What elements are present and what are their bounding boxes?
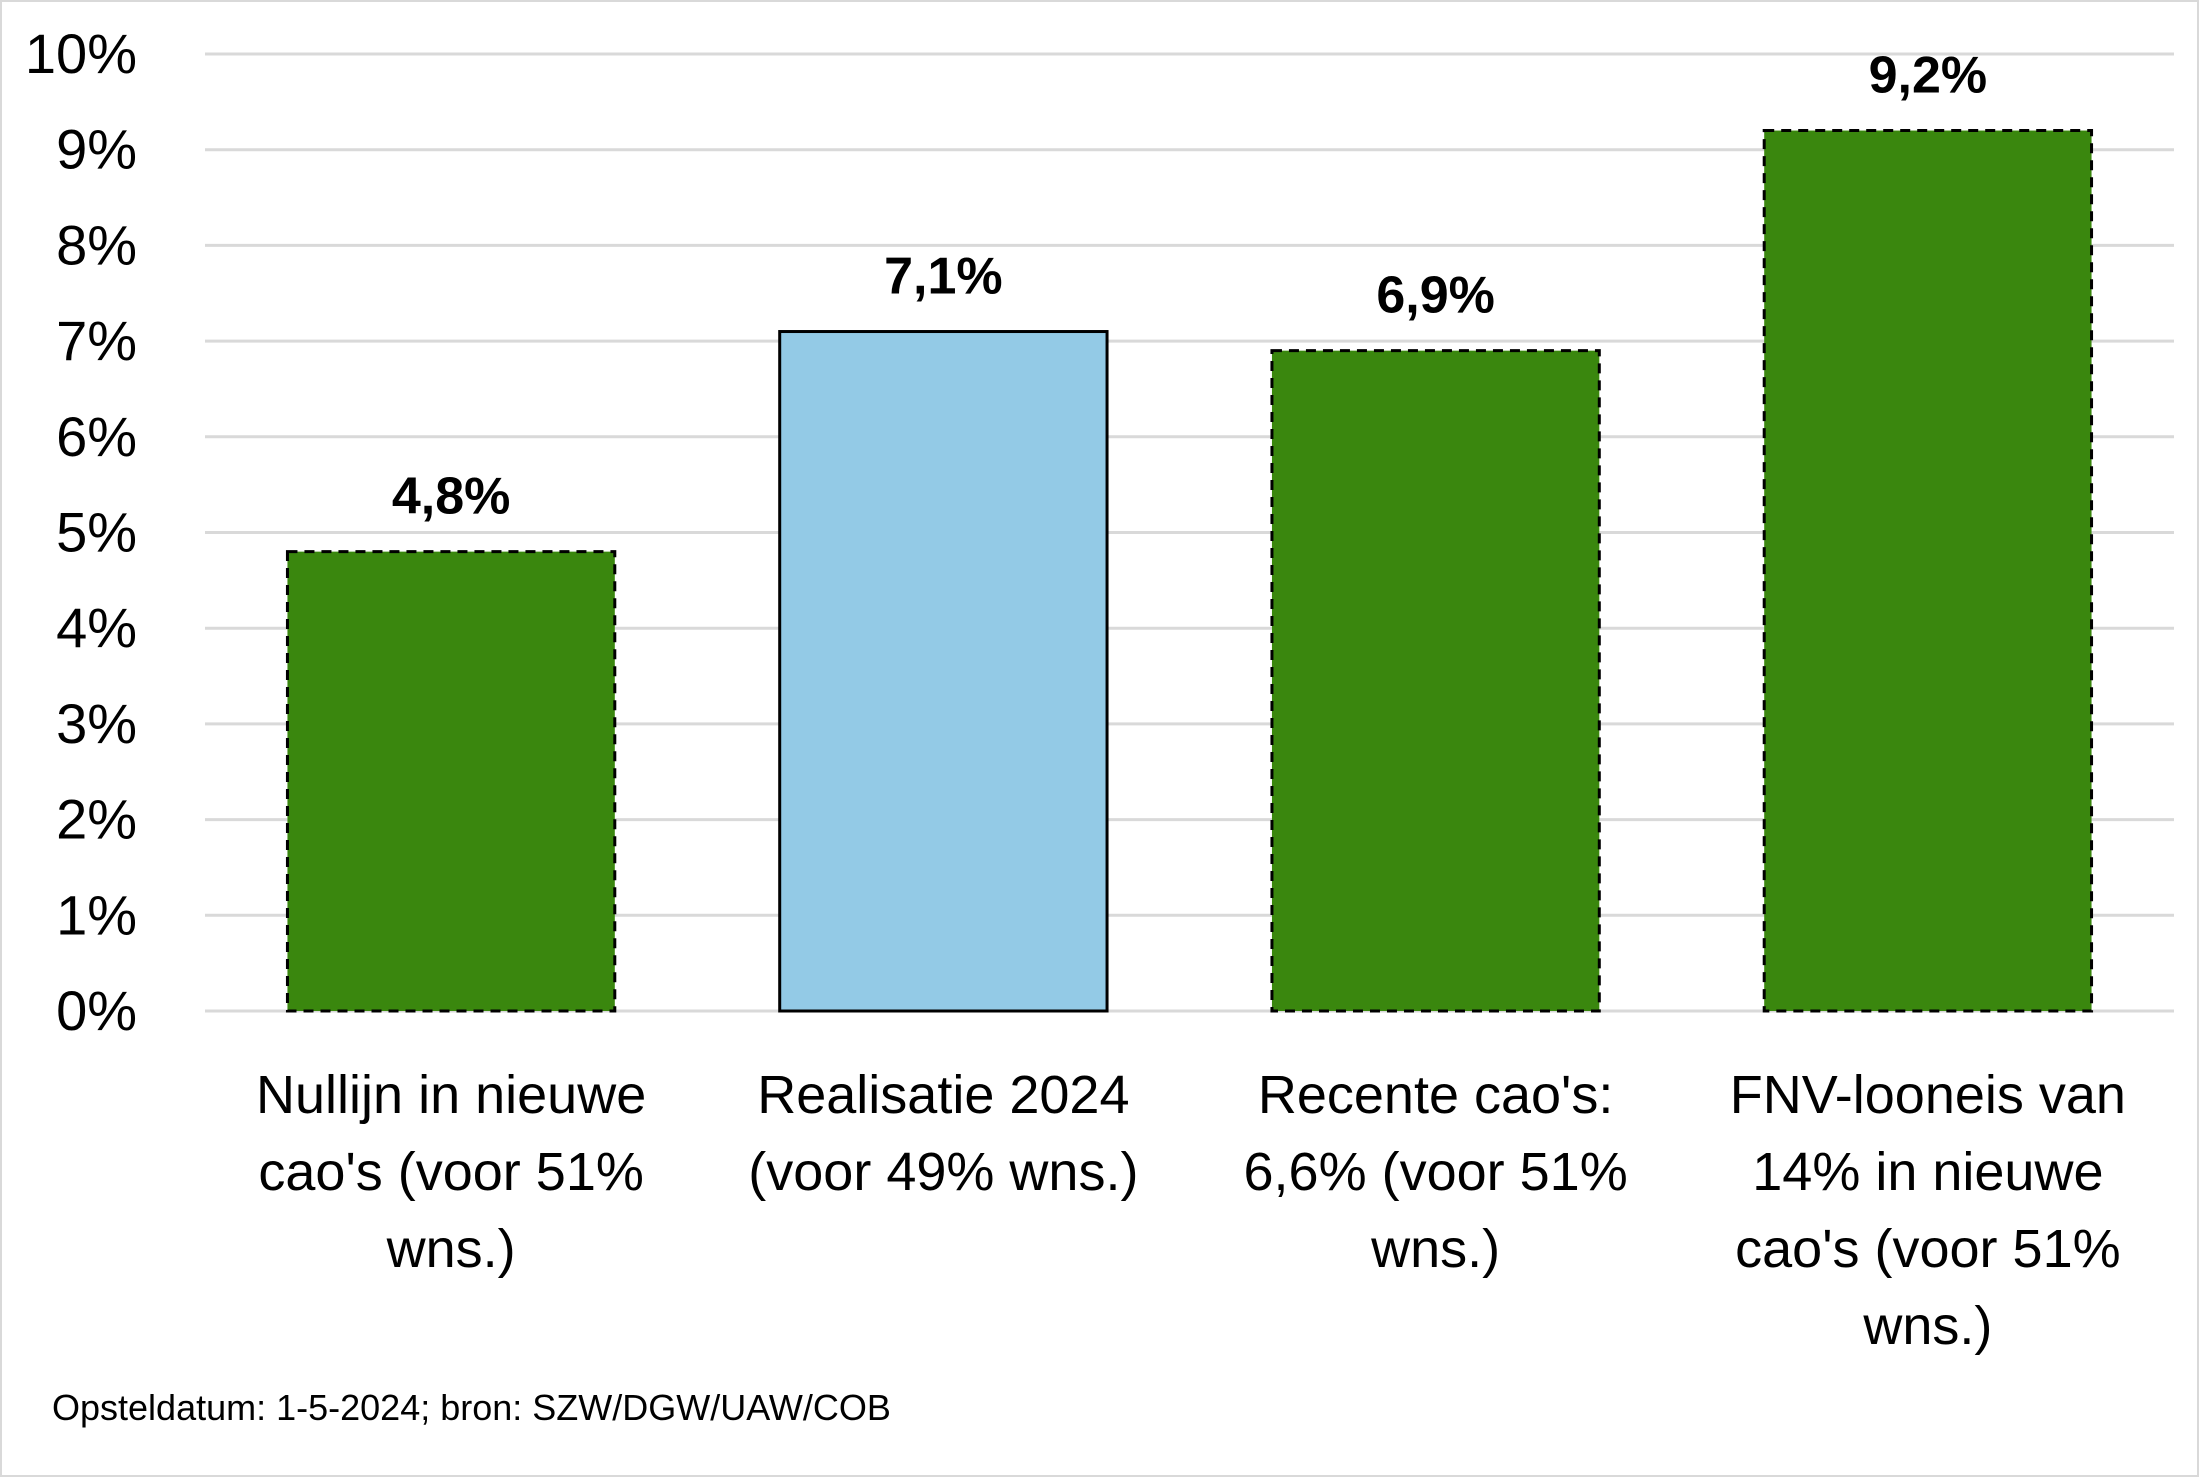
x-tick-label-line: Realisatie 2024 bbox=[757, 1065, 1129, 1125]
y-tick-label: 5% bbox=[56, 501, 137, 564]
bar bbox=[1762, 129, 2094, 1013]
data-label: 7,1% bbox=[884, 248, 1003, 306]
x-tick-label: FNV-looneis van 14% in nieuwe cao's (voor … bbox=[1730, 1065, 2126, 1356]
y-tick-label: 2% bbox=[56, 788, 137, 851]
x-tick-label: Nullijn in nieuwe cao's (voor 51% wns.) bbox=[256, 1065, 646, 1279]
x-tick-label-line: cao's (voor 51% bbox=[1735, 1219, 2121, 1279]
x-tick-label: Recente cao's: 6,6% (voor 51% wns.) bbox=[1244, 1065, 1628, 1279]
bar bbox=[778, 330, 1109, 1013]
x-tick-label: Realisatie 2024 (voor 49% wns.) bbox=[748, 1065, 1138, 1202]
y-tick-label: 1% bbox=[56, 883, 137, 946]
bar bbox=[285, 550, 617, 1013]
data-label: 9,2% bbox=[1869, 47, 1988, 105]
x-tick-label-line: 14% in nieuwe bbox=[1752, 1142, 2103, 1202]
bar bbox=[1270, 349, 1601, 1013]
x-tick-label-line: FNV-looneis van bbox=[1730, 1065, 2126, 1125]
y-tick-label: 10% bbox=[25, 22, 137, 85]
y-tick-label: 7% bbox=[56, 309, 137, 372]
x-axis-labels: Nullijn in nieuwe cao's (voor 51% wns.) Rea… bbox=[256, 1065, 2126, 1356]
y-tick-label: 0% bbox=[56, 979, 137, 1042]
data-label: 4,8% bbox=[392, 468, 511, 526]
y-tick-label: 3% bbox=[56, 692, 137, 755]
x-tick-label-line: wns.) bbox=[1370, 1219, 1500, 1279]
bars bbox=[285, 129, 2094, 1013]
y-tick-label: 6% bbox=[56, 405, 137, 468]
data-label: 6,9% bbox=[1376, 267, 1495, 325]
data-labels: 4,8% 7,1% 6,9% 9,2% bbox=[392, 47, 1987, 526]
x-tick-label-line: Recente cao's: bbox=[1258, 1065, 1614, 1125]
x-tick-label-line: Nullijn in nieuwe bbox=[256, 1065, 646, 1125]
y-tick-label: 4% bbox=[56, 596, 137, 659]
y-tick-label: 8% bbox=[56, 213, 137, 276]
y-axis: 0% 1% 2% 3% 4% 5% 6% 7% 8% 9% 10% bbox=[25, 22, 137, 1042]
x-tick-label-line: 6,6% (voor 51% bbox=[1244, 1142, 1628, 1202]
x-tick-label-line: wns.) bbox=[386, 1219, 516, 1279]
source-note: Opsteldatum: 1-5-2024; bron: SZW/DGW/UAW… bbox=[52, 1387, 891, 1428]
y-tick-label: 9% bbox=[56, 118, 137, 181]
x-tick-label-line: (voor 49% wns.) bbox=[748, 1142, 1138, 1202]
x-tick-label-line: wns.) bbox=[1862, 1296, 1992, 1356]
x-tick-label-line: cao's (voor 51% bbox=[258, 1142, 644, 1202]
